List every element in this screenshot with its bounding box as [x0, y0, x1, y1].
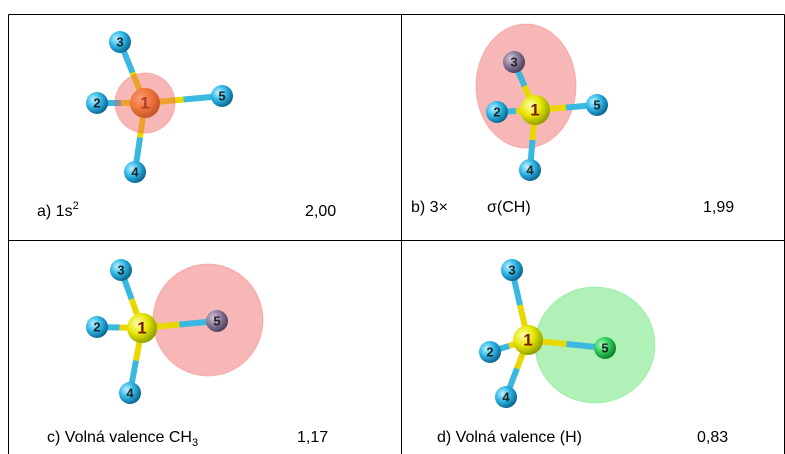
- atom-label: 4: [502, 389, 510, 404]
- atom-label: 2: [93, 95, 100, 110]
- atom-label: 4: [131, 164, 139, 179]
- atom-label: 1: [523, 330, 532, 349]
- caption-text: d) Volná valence (H): [437, 429, 582, 446]
- orbital: [115, 73, 175, 133]
- caption-text: a) 1s: [37, 203, 73, 220]
- occupancy: 1,99: [703, 199, 734, 216]
- caption-text: b) 3×: [411, 199, 448, 216]
- atom-label: 2: [486, 344, 493, 359]
- occupancy: 0,83: [697, 429, 728, 446]
- atom-label: 3: [117, 262, 124, 277]
- atom-label: 2: [493, 104, 500, 119]
- occupancy: 1,17: [297, 429, 328, 446]
- panel: 1 2 3 4 5 d) Volná valence (H) 0,83: [437, 259, 728, 446]
- atom-label: 1: [530, 100, 539, 119]
- caption: a) 1s2: [37, 200, 79, 220]
- atom-label: 3: [116, 34, 123, 49]
- caption-text: c) Volná valence CH: [47, 429, 192, 446]
- atom-label: 4: [526, 162, 534, 177]
- caption: d) Volná valence (H): [437, 429, 582, 446]
- atom-label: 2: [93, 319, 100, 334]
- atom-label: 5: [213, 313, 220, 328]
- occupancy: 2,00: [305, 203, 336, 220]
- atom-label: 5: [593, 97, 600, 112]
- caption: c) Volná valence CH3: [47, 429, 198, 449]
- caption-extra: σ(CH): [487, 199, 531, 216]
- atom-label: 4: [126, 385, 134, 400]
- panel: 1 2 3 4 5 b) 3× σ(CH) 1,99: [411, 24, 734, 216]
- caption: b) 3×: [411, 199, 448, 216]
- caption-sup: 2: [73, 200, 79, 212]
- caption-sub: 3: [192, 437, 198, 449]
- atom-label: 3: [508, 262, 515, 277]
- figure: 12345a) 1s22,0012345b) 3×σ(CH)1,9912345c…: [0, 0, 785, 454]
- atom-label: 3: [510, 54, 517, 69]
- atom-label: 5: [218, 88, 225, 103]
- atom-label: 5: [601, 340, 608, 355]
- atom-label: 1: [137, 318, 146, 337]
